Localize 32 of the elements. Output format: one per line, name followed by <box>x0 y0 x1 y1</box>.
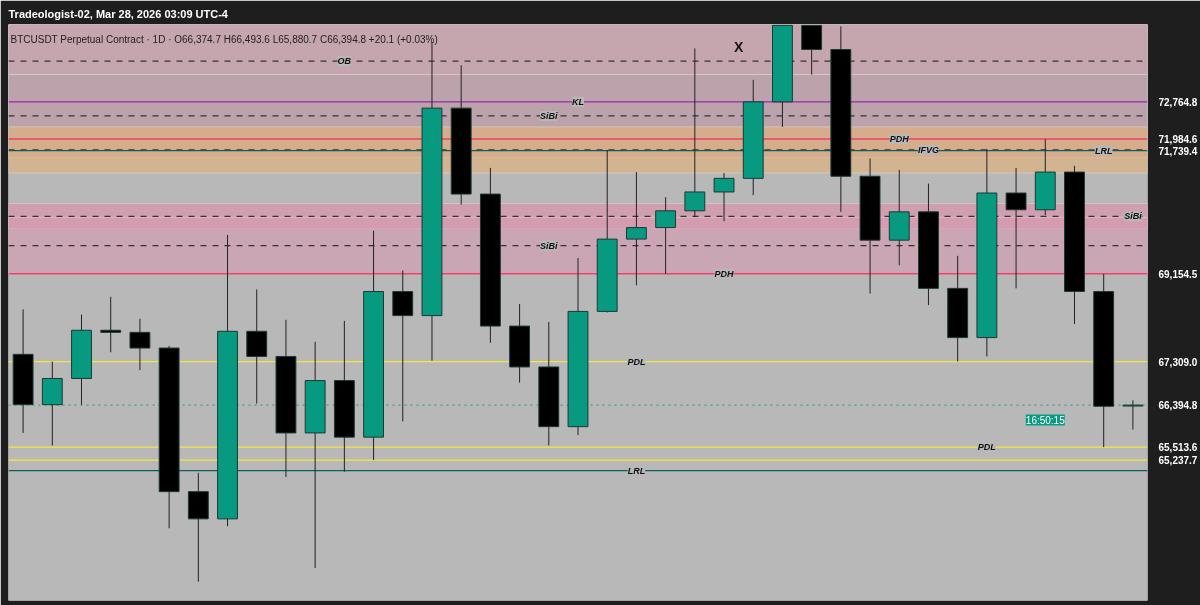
y-tick-label: 69,154.5 <box>1158 268 1198 280</box>
y-tick-label: 71,984.6 <box>1158 134 1198 145</box>
y-tick-label: 67,309.0 <box>1158 356 1198 368</box>
candlestick <box>100 296 122 353</box>
candlestick <box>1122 399 1144 431</box>
candlestick <box>129 318 151 371</box>
ref-line-label: IFVG <box>917 144 939 155</box>
annotation: X <box>733 38 744 55</box>
ref-line-label: KL <box>572 96 584 107</box>
candlestick <box>713 172 735 222</box>
text: BTCUSDT Perpetual Contract · 1D · O66,374.7 H66,493.6 L65,880.7 C66,394.8 +20.1 (+0.03%) <box>10 33 438 45</box>
candlestick <box>1005 167 1027 289</box>
y-tick-label: 72,764.8 <box>1158 96 1198 108</box>
y-tick-label: 65,237.7 <box>1158 455 1198 467</box>
annotation: 16:50:15 <box>1025 414 1066 426</box>
ref-line-label: SiBi <box>1124 211 1143 222</box>
ref-line-label: PDL <box>977 442 996 453</box>
y-tick-label: 66,394.8 <box>1158 400 1198 412</box>
ref-line-label: LRL <box>1094 145 1113 156</box>
candlestick <box>684 47 706 218</box>
ref-line-label: LRL <box>627 465 646 476</box>
ref-line-label: PDH <box>714 268 735 279</box>
candlestick <box>625 171 647 286</box>
y-tick-label: 71,739.4 <box>1158 145 1198 157</box>
candlestick <box>655 196 677 275</box>
y-tick-label: 65,513.6 <box>1158 442 1198 454</box>
ref-line-label: SiBi <box>540 240 559 251</box>
ref-line-label: SiBi <box>540 110 559 121</box>
ref-line-label: PDL <box>627 356 646 367</box>
chart-title: Tradeologist-02, Mar 28, 2026 03:09 UTC-4 <box>8 7 229 20</box>
ref-line-label: PDH <box>889 134 910 144</box>
ref-line-label: OB <box>337 56 352 67</box>
